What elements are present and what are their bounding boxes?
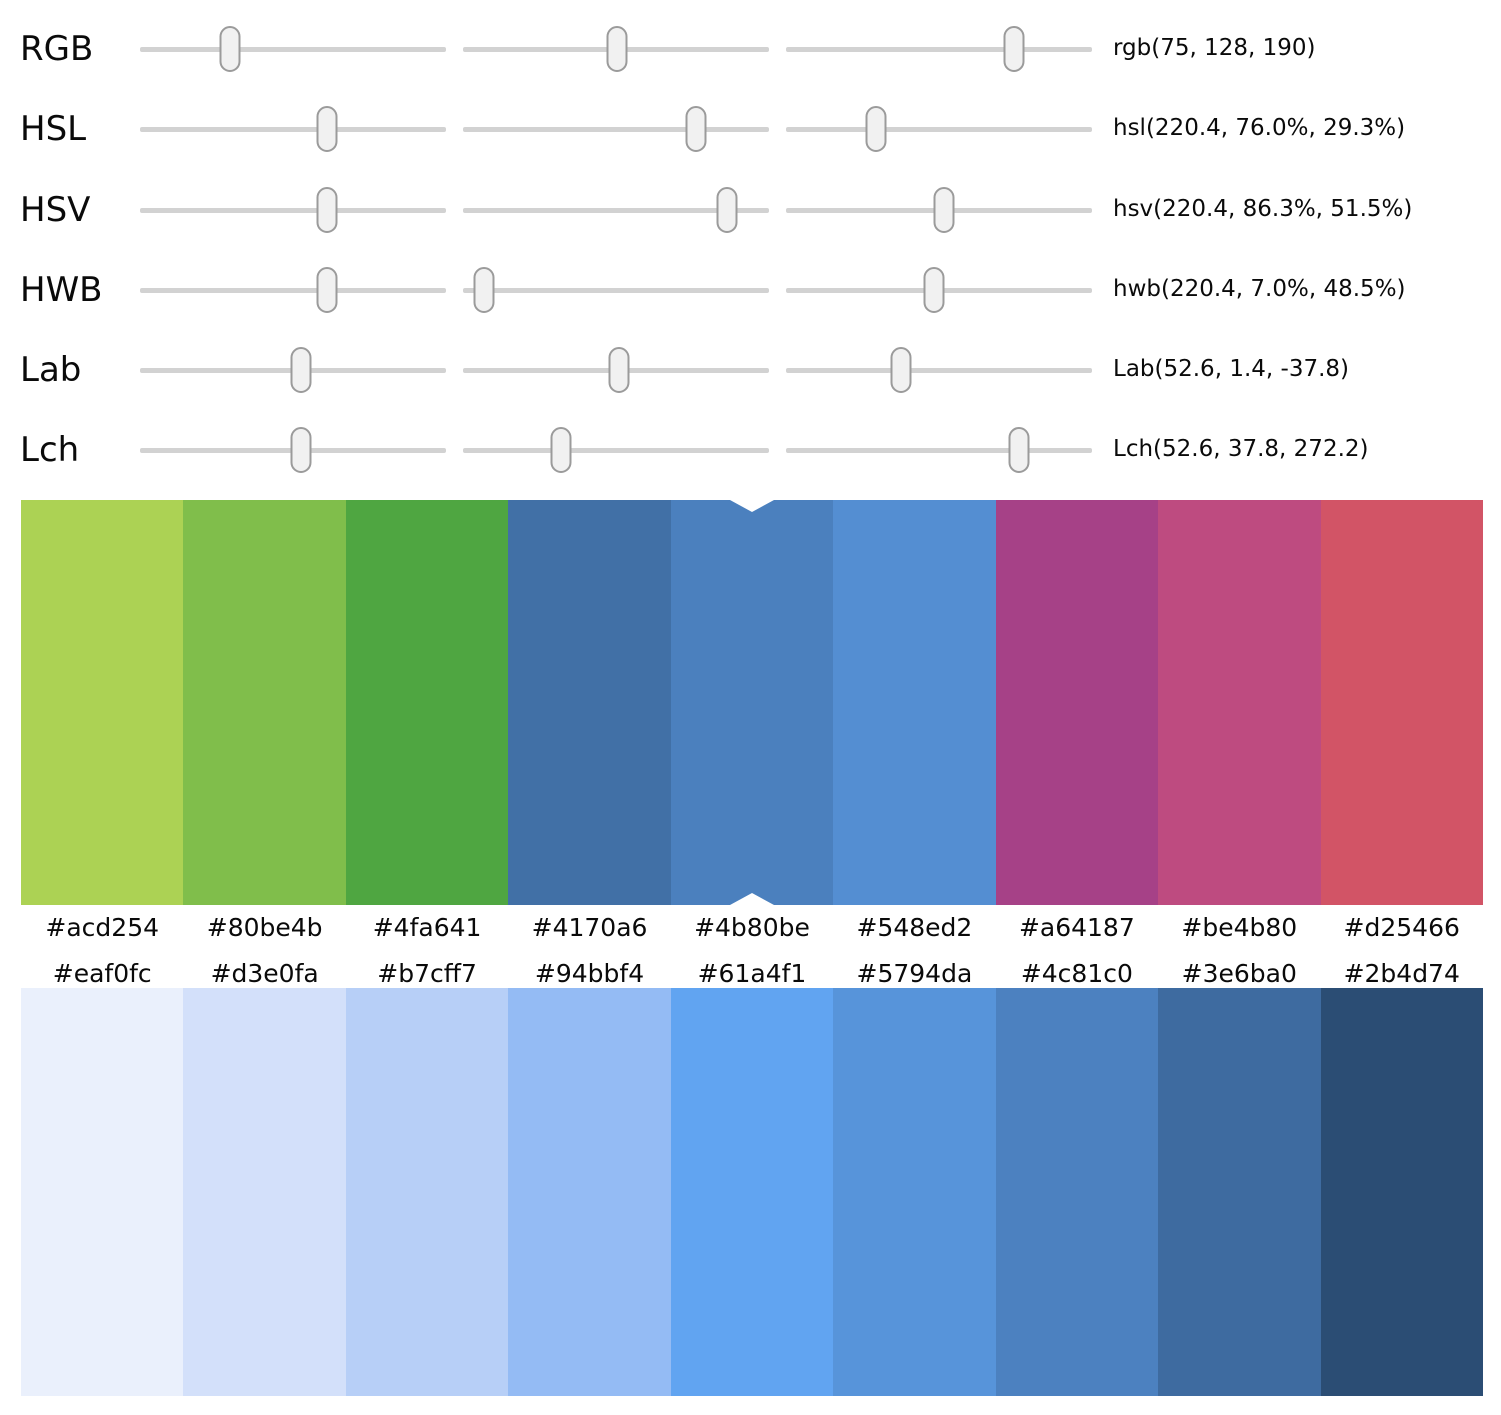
hsv-v-slider-track[interactable] bbox=[786, 187, 1092, 233]
hsv-h-slider-track[interactable] bbox=[140, 187, 446, 233]
top-swatch-7[interactable] bbox=[995, 500, 1159, 905]
top-hex-label-9: #d25466 bbox=[1343, 912, 1460, 942]
top-swatch-3[interactable] bbox=[345, 500, 509, 905]
hsl-s-slider-thumb[interactable] bbox=[685, 106, 707, 152]
bottom-hex-label-9: #2b4d74 bbox=[1343, 958, 1460, 988]
bottom-hex-label-1: #eaf0fc bbox=[52, 958, 152, 988]
hsv-s-slider-thumb[interactable] bbox=[716, 187, 738, 233]
top-hex-label-8: #be4b80 bbox=[1181, 912, 1298, 942]
hwb-b-slider-track[interactable] bbox=[786, 267, 1092, 313]
lch-c-slider-thumb[interactable] bbox=[550, 427, 572, 473]
hwb-h-slider-track[interactable] bbox=[140, 267, 446, 313]
rgb-b-slider-track[interactable] bbox=[786, 26, 1092, 72]
rgb-g-slider-track[interactable] bbox=[463, 26, 769, 72]
bottom-hex-label-3: #b7cff7 bbox=[377, 958, 477, 988]
top-palette bbox=[21, 500, 1483, 905]
lch-c-slider-track[interactable] bbox=[463, 427, 769, 473]
lab-a-slider-track[interactable] bbox=[463, 347, 769, 393]
bottom-swatch-8[interactable] bbox=[1158, 988, 1321, 1396]
hwb-h-slider-thumb[interactable] bbox=[316, 267, 338, 313]
lch-l-slider-thumb[interactable] bbox=[290, 427, 312, 473]
top-swatch-6[interactable] bbox=[833, 500, 996, 905]
hsl-h-slider-track[interactable] bbox=[140, 106, 446, 152]
hsl-l-slider-thumb[interactable] bbox=[865, 106, 887, 152]
rgb-g-slider-thumb[interactable] bbox=[606, 26, 628, 72]
hwb-row-label: HWB bbox=[20, 270, 103, 310]
top-hex-label-6: #548ed2 bbox=[856, 912, 973, 942]
lch-h-slider-thumb[interactable] bbox=[1008, 427, 1030, 473]
bottom-hex-label-4: #94bbf4 bbox=[534, 958, 645, 988]
hwb-value-readout: hwb(220.4, 7.0%, 48.5%) bbox=[1113, 276, 1406, 303]
lab-b-slider-track[interactable] bbox=[786, 347, 1092, 393]
hsv-v-slider-thumb[interactable] bbox=[933, 187, 955, 233]
bottom-swatch-3[interactable] bbox=[345, 988, 509, 1396]
top-hex-label-7: #a64187 bbox=[1018, 912, 1135, 942]
top-swatch-1[interactable] bbox=[21, 500, 184, 905]
slider-row-hsv: HSV hsv(220.4, 86.3%, 51.5%) bbox=[0, 170, 1501, 250]
hsv-h-slider-thumb[interactable] bbox=[316, 187, 338, 233]
rgb-b-slider-thumb[interactable] bbox=[1003, 26, 1025, 72]
top-swatch-8[interactable] bbox=[1158, 500, 1321, 905]
bottom-hex-label-2: #d3e0fa bbox=[210, 958, 319, 988]
hsl-l-slider-track[interactable] bbox=[786, 106, 1092, 152]
lch-h-slider-track[interactable] bbox=[786, 427, 1092, 473]
top-palette-hex-labels: #acd254 #80be4b #4fa641 #4170a6 #4b80be … bbox=[21, 904, 1483, 950]
bottom-swatch-5[interactable] bbox=[670, 988, 834, 1396]
top-hex-label-4: #4170a6 bbox=[531, 912, 648, 942]
top-hex-label-3: #4fa641 bbox=[372, 912, 482, 942]
slider-row-lch: Lch Lch(52.6, 37.8, 272.2) bbox=[0, 410, 1501, 490]
hsv-s-slider-track[interactable] bbox=[463, 187, 769, 233]
rgb-value-readout: rgb(75, 128, 190) bbox=[1113, 35, 1316, 62]
bottom-swatch-1[interactable] bbox=[21, 988, 184, 1396]
rgb-r-slider-track[interactable] bbox=[140, 26, 446, 72]
hsl-s-slider-track[interactable] bbox=[463, 106, 769, 152]
slider-row-hsl: HSL hsl(220.4, 76.0%, 29.3%) bbox=[0, 89, 1501, 169]
bottom-swatch-2[interactable] bbox=[183, 988, 346, 1396]
lab-l-slider-thumb[interactable] bbox=[290, 347, 312, 393]
lab-l-slider-track[interactable] bbox=[140, 347, 446, 393]
bottom-hex-label-7: #4c81c0 bbox=[1020, 958, 1133, 988]
bottom-swatch-7[interactable] bbox=[995, 988, 1159, 1396]
rgb-r-slider-thumb[interactable] bbox=[219, 26, 241, 72]
bottom-hex-label-5: #61a4f1 bbox=[697, 958, 807, 988]
hwb-w-slider-thumb[interactable] bbox=[473, 267, 495, 313]
slider-row-lab: Lab Lab(52.6, 1.4, -37.8) bbox=[0, 330, 1501, 410]
selection-marker-bottom-icon bbox=[729, 893, 774, 905]
top-swatch-4[interactable] bbox=[508, 500, 671, 905]
hsl-value-readout: hsl(220.4, 76.0%, 29.3%) bbox=[1113, 115, 1406, 142]
lab-a-slider-thumb[interactable] bbox=[608, 347, 630, 393]
top-swatch-2[interactable] bbox=[183, 500, 346, 905]
bottom-swatch-9[interactable] bbox=[1320, 988, 1483, 1396]
bottom-swatch-6[interactable] bbox=[833, 988, 996, 1396]
top-swatch-5[interactable] bbox=[670, 500, 834, 905]
bottom-palette-hex-labels: #eaf0fc #d3e0fa #b7cff7 #94bbf4 #61a4f1 … bbox=[21, 950, 1483, 996]
hsv-row-label: HSV bbox=[20, 190, 91, 230]
hsl-row-label: HSL bbox=[20, 109, 87, 149]
slider-row-hwb: HWB hwb(220.4, 7.0%, 48.5%) bbox=[0, 250, 1501, 330]
hwb-b-slider-thumb[interactable] bbox=[923, 267, 945, 313]
lch-l-slider-track[interactable] bbox=[140, 427, 446, 473]
selection-marker-top-icon bbox=[729, 500, 774, 512]
rgb-row-label: RGB bbox=[20, 29, 94, 69]
hwb-w-slider-track[interactable] bbox=[463, 267, 769, 313]
top-swatch-9[interactable] bbox=[1320, 500, 1483, 905]
hsl-h-slider-thumb[interactable] bbox=[316, 106, 338, 152]
top-hex-label-1: #acd254 bbox=[45, 912, 160, 942]
top-hex-label-2: #80be4b bbox=[206, 912, 323, 942]
slider-row-rgb: RGB rgb(75, 128, 190) bbox=[0, 9, 1501, 89]
bottom-swatch-4[interactable] bbox=[508, 988, 671, 1396]
bottom-hex-label-8: #3e6ba0 bbox=[1181, 958, 1297, 988]
bottom-palette bbox=[21, 988, 1483, 1396]
lch-value-readout: Lch(52.6, 37.8, 272.2) bbox=[1113, 436, 1369, 463]
lab-value-readout: Lab(52.6, 1.4, -37.8) bbox=[1113, 356, 1349, 383]
lch-row-label: Lch bbox=[20, 430, 80, 470]
lab-b-slider-thumb[interactable] bbox=[890, 347, 912, 393]
top-hex-label-5: #4b80be bbox=[694, 912, 810, 942]
bottom-hex-label-6: #5794da bbox=[856, 958, 973, 988]
hsv-value-readout: hsv(220.4, 86.3%, 51.5%) bbox=[1113, 196, 1413, 223]
lab-row-label: Lab bbox=[20, 350, 82, 390]
